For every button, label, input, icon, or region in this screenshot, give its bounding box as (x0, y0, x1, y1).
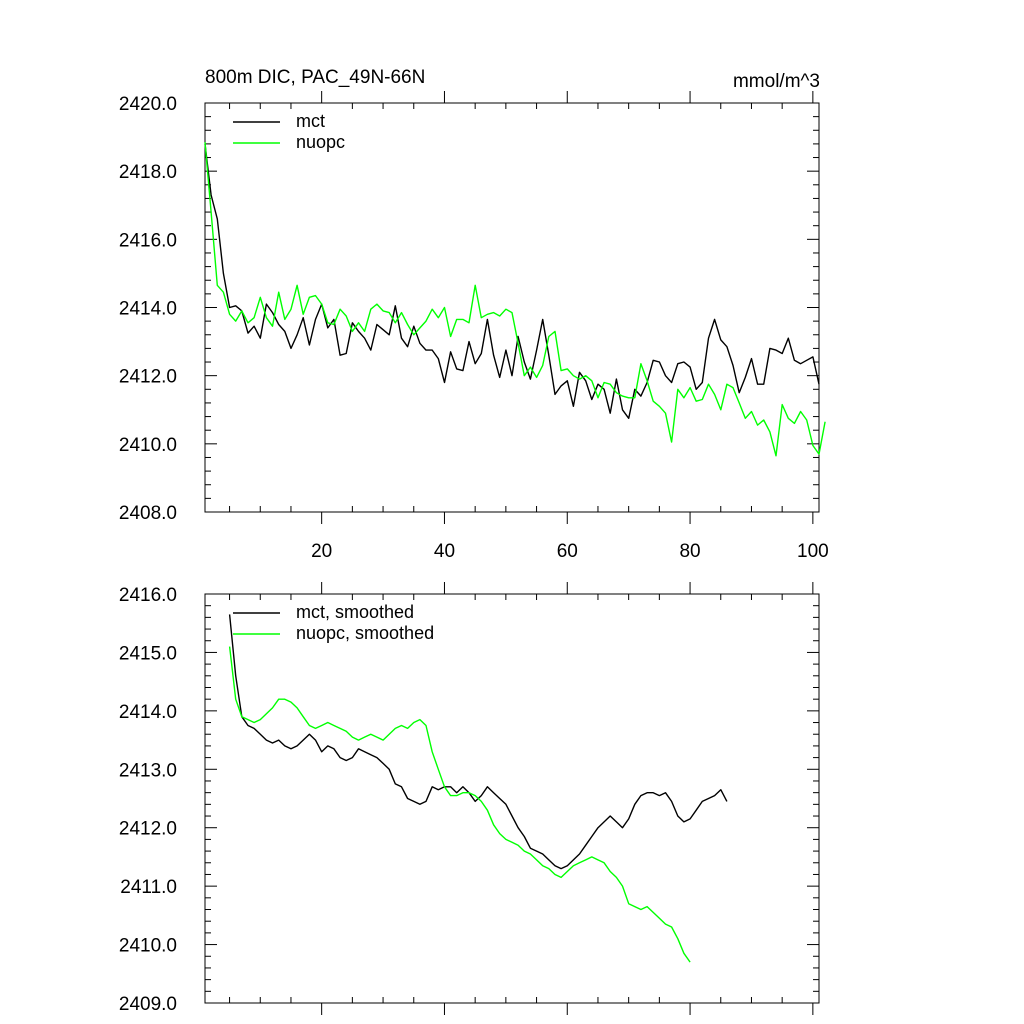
y-tick-label: 2409.0 (119, 994, 177, 1015)
legend-label-nuopc-smoothed: nuopc, smoothed (296, 623, 434, 643)
series-line-nuopc (204, 142, 826, 457)
top-panel: 800m DIC, PAC_49N-66N mmol/m^3 2408.0 241… (119, 67, 829, 562)
y-tick-label: 2414.0 (119, 299, 177, 320)
series-line-nuopc-smoothed (228, 646, 691, 963)
y-tick-label: 2411.0 (120, 877, 177, 898)
legend-label-mct-smoothed: mct, smoothed (296, 602, 414, 622)
series-line-mct-smoothed (228, 614, 728, 870)
x-tick-label: 40 (434, 541, 455, 562)
bottom-panel: 2409.0 2410.0 2411.0 2412.0 2413.0 2414.0 2415… (119, 582, 820, 1015)
legend-label-mct: mct (296, 111, 325, 131)
y-tick-label: 2410.0 (119, 936, 177, 957)
y-tick-label: 2414.0 (119, 702, 177, 723)
x-tick-label: 100 (797, 541, 829, 562)
y-tick-label: 2408.0 (119, 503, 177, 524)
y-tick-label: 2413.0 (119, 760, 177, 781)
y-tick-label: 2412.0 (119, 819, 177, 840)
series-line-mct (204, 143, 820, 419)
y-tick-label: 2416.0 (119, 585, 177, 606)
y-tick-label: 2418.0 (119, 162, 177, 183)
y-tick-label: 2415.0 (119, 643, 177, 664)
y-tick-label: 2412.0 (119, 367, 177, 388)
y-tick-label: 2420.0 (119, 94, 177, 115)
chart-title: 800m DIC, PAC_49N-66N (205, 67, 425, 88)
y-tick-label: 2410.0 (119, 435, 177, 456)
x-tick-label: 80 (679, 541, 700, 562)
plot-frame-top (204, 102, 820, 513)
units-label: mmol/m^3 (733, 71, 820, 92)
x-tick-label: 60 (557, 541, 578, 562)
y-tick-label: 2416.0 (119, 230, 177, 251)
legend-label-nuopc: nuopc (296, 132, 345, 152)
plot-frame-bottom (204, 593, 820, 1004)
x-tick-label: 20 (311, 541, 332, 562)
